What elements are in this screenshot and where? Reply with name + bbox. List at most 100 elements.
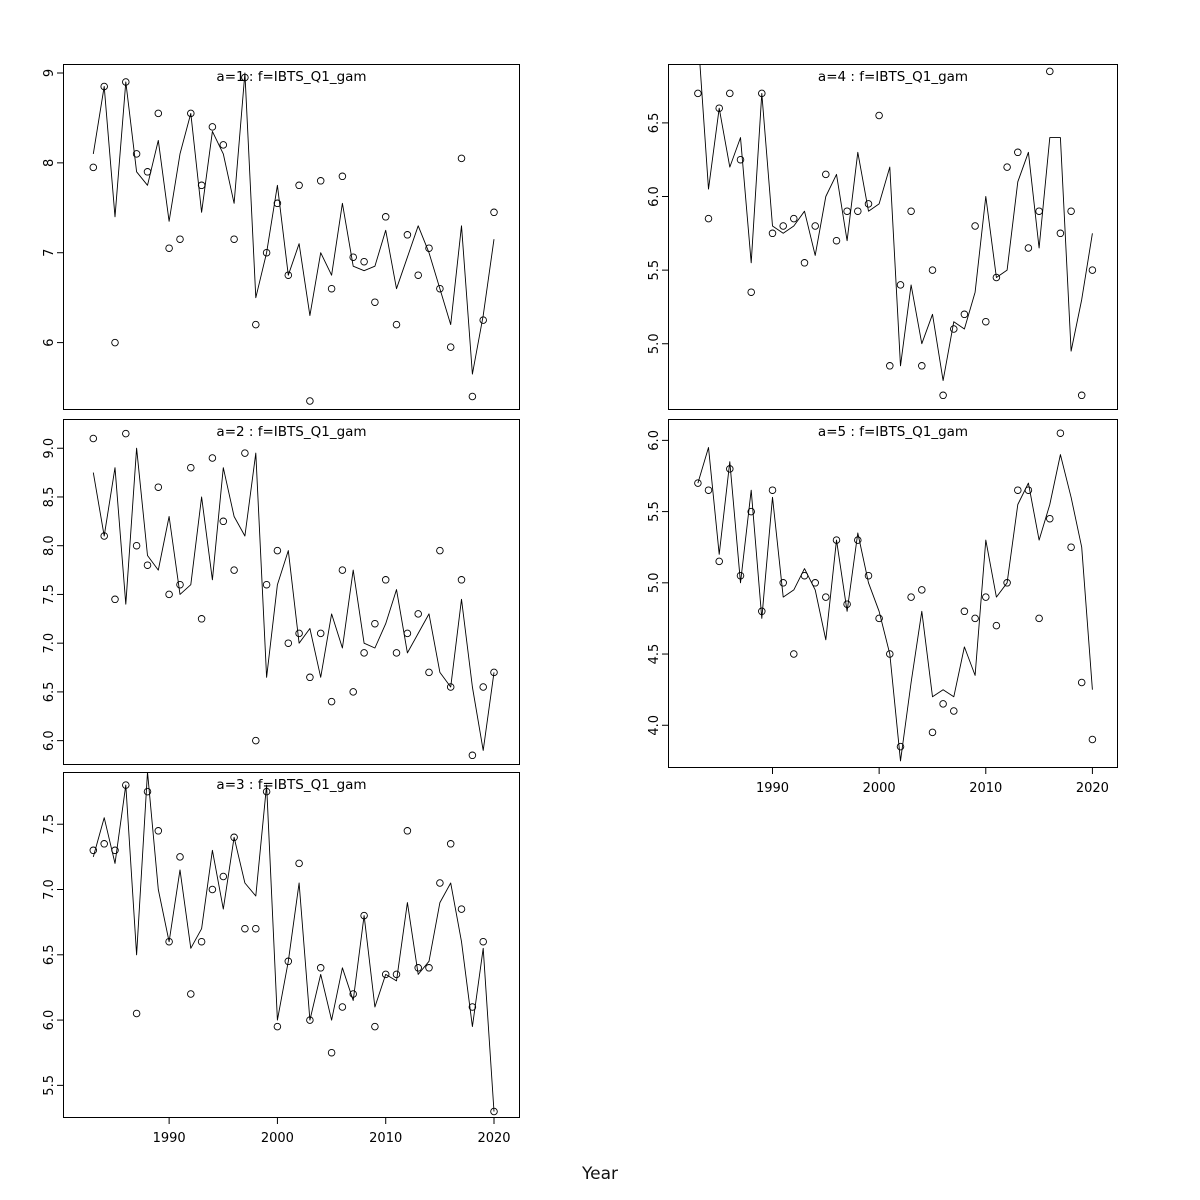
data-point [779,222,787,230]
data-point [176,235,184,243]
data-point [252,924,260,933]
data-point [790,214,798,223]
data-point [219,872,228,881]
data-point [1003,579,1011,587]
data-point [165,590,173,599]
data-point [490,1107,498,1116]
data-point [360,257,368,266]
data-point [143,561,152,569]
data-point [132,150,141,158]
data-point [425,964,433,972]
data-point [338,1003,347,1011]
y-tick-label: 5.5 [42,1075,57,1096]
plot-border [668,64,1118,410]
data-point [371,1022,379,1031]
data-point [694,479,702,487]
data-point [832,236,841,245]
y-tick-label: 6.0 [42,1010,57,1031]
y-tick-label: 7 [42,249,57,257]
data-point [371,298,379,306]
data-point [960,607,969,616]
data-point [284,957,293,966]
x-tick-label: 2020 [477,1131,510,1146]
data-point [747,288,755,296]
data-point [1056,229,1065,238]
data-point [284,639,293,647]
data-point [446,343,455,351]
x-axis-label: Year [582,1164,618,1184]
data-point [726,465,734,473]
data-point [896,742,905,751]
data-point [122,781,130,789]
data-point [208,454,217,462]
chart-svg: 5.5 6.0 6.5 7.0 7.5 1990 2000 2010 2020 a=3 : f=I… [42,772,520,1146]
data-point [132,541,141,550]
y-tick-label: 6.5 [42,682,57,703]
data-point [381,213,390,221]
data-point [262,248,271,257]
data-point [230,235,238,243]
y-tick-label: 4.0 [647,715,662,736]
data-point [1024,244,1033,252]
fit-line [699,64,1093,382]
y-tick-label: 5.0 [647,572,662,593]
chart-svg: 6 7 8 9 a=1 : f=IBTS_Q1_gam [42,64,520,410]
data-point [403,827,412,835]
x-tick-label: 2010 [969,781,1002,796]
data-point [886,362,894,370]
data-point [176,853,184,861]
data-point [758,89,766,98]
y-tick-label: 5.5 [647,260,662,281]
data-point [822,593,830,601]
data-point [219,517,228,526]
data-point [928,266,937,274]
y-tick-label: 8.0 [42,535,57,556]
data-point [864,571,873,580]
data-point [1056,429,1065,437]
data-point [230,833,238,842]
data-point [950,325,958,333]
data-point [349,990,357,998]
panel-a2: 6.0 6.5 7.0 7.5 8.0 8.5 9.0 a=2 : f=IBTS_Q1_gam [3,399,536,817]
data-point [726,89,734,98]
data-point [187,463,195,472]
data-point [295,629,303,638]
data-point [960,310,969,319]
y-tick-label: 7.0 [42,879,57,900]
data-point [704,486,713,494]
data-point [414,271,422,279]
data-point [295,181,303,190]
data-point [436,284,444,293]
data-point [864,200,873,208]
data-point [907,593,915,601]
data-point [479,937,487,946]
data-point [197,937,206,946]
chart-svg: 6.0 6.5 7.0 7.5 8.0 8.5 9.0 a=2 : f=IBTS_Q1_gam [42,419,520,765]
data-point [306,397,314,405]
data-point [704,214,713,223]
data-point [896,281,905,289]
y-tick-label: 7.0 [42,633,57,654]
data-point [1067,207,1075,215]
data-point [907,207,915,215]
plot-border [668,419,1118,768]
data-point [436,879,444,887]
data-point [143,168,152,176]
data-point [381,576,390,584]
chart-svg: 4.0 4.5 5.0 5.5 6.0 1990 2000 2010 2020 a=5 : f=I… [647,419,1118,796]
data-point [811,579,819,587]
data-point [982,317,990,326]
data-point [425,244,433,252]
data-point [89,163,98,172]
data-point [403,629,412,638]
data-point [468,1003,477,1011]
data-point [1035,614,1043,623]
data-point [1014,486,1022,494]
data-point [1077,391,1086,400]
data-point [176,580,184,589]
data-point [360,911,368,920]
data-point [252,320,260,329]
data-point [154,109,163,118]
data-point [327,697,336,706]
